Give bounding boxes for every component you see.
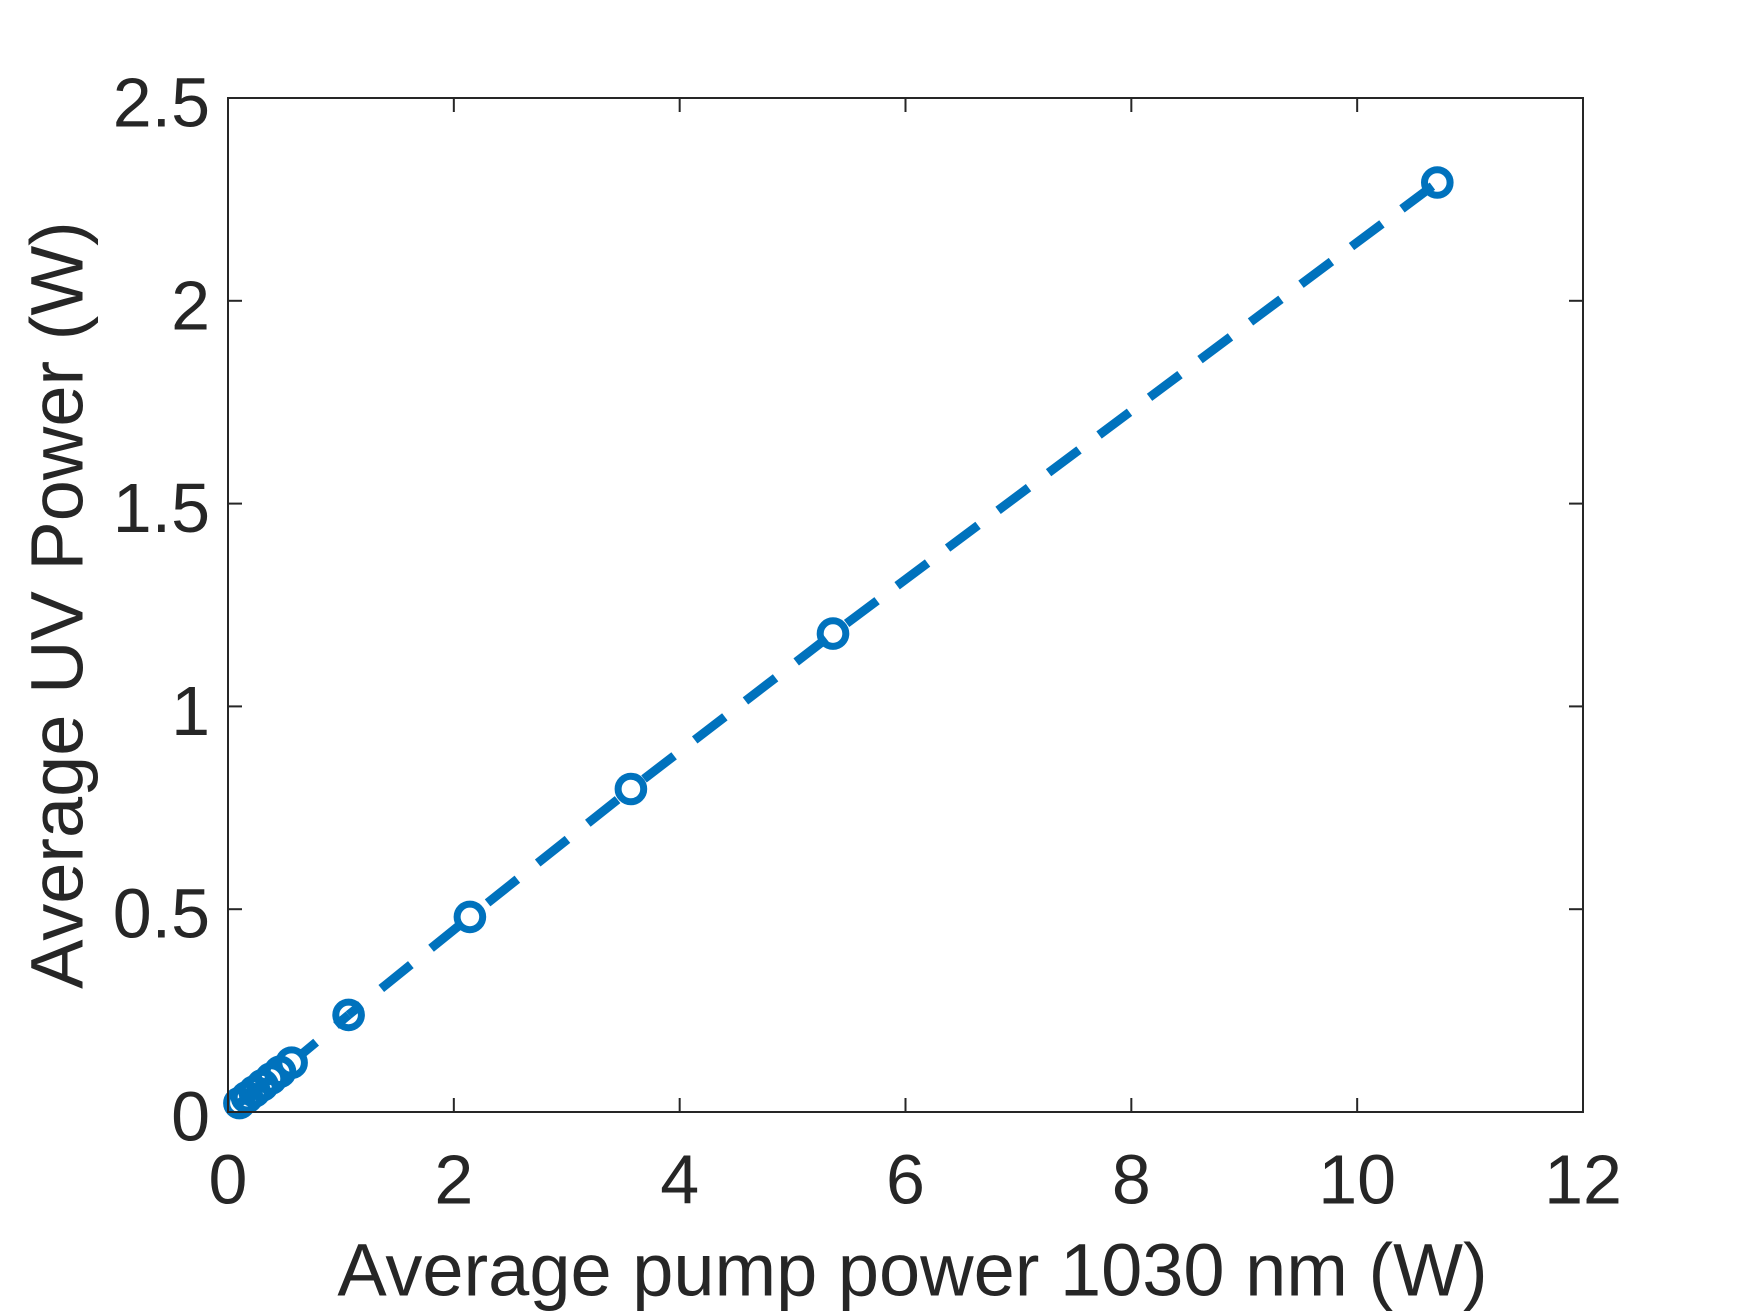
svg-text:2: 2	[171, 266, 210, 344]
svg-text:0.5: 0.5	[113, 875, 210, 953]
svg-text:12: 12	[1544, 1141, 1622, 1219]
svg-text:1.5: 1.5	[113, 469, 210, 547]
svg-text:Average pump power 1030 nm (W): Average pump power 1030 nm (W)	[337, 1229, 1487, 1312]
svg-text:4: 4	[660, 1141, 699, 1219]
svg-text:8: 8	[1112, 1141, 1151, 1219]
svg-text:2.5: 2.5	[113, 64, 210, 142]
svg-text:0: 0	[209, 1141, 248, 1219]
svg-text:6: 6	[886, 1141, 925, 1219]
svg-text:1: 1	[171, 672, 210, 750]
svg-text:Average UV Power (W): Average UV Power (W)	[16, 221, 99, 989]
svg-text:0: 0	[171, 1078, 210, 1156]
svg-text:2: 2	[434, 1141, 473, 1219]
svg-text:10: 10	[1318, 1141, 1396, 1219]
